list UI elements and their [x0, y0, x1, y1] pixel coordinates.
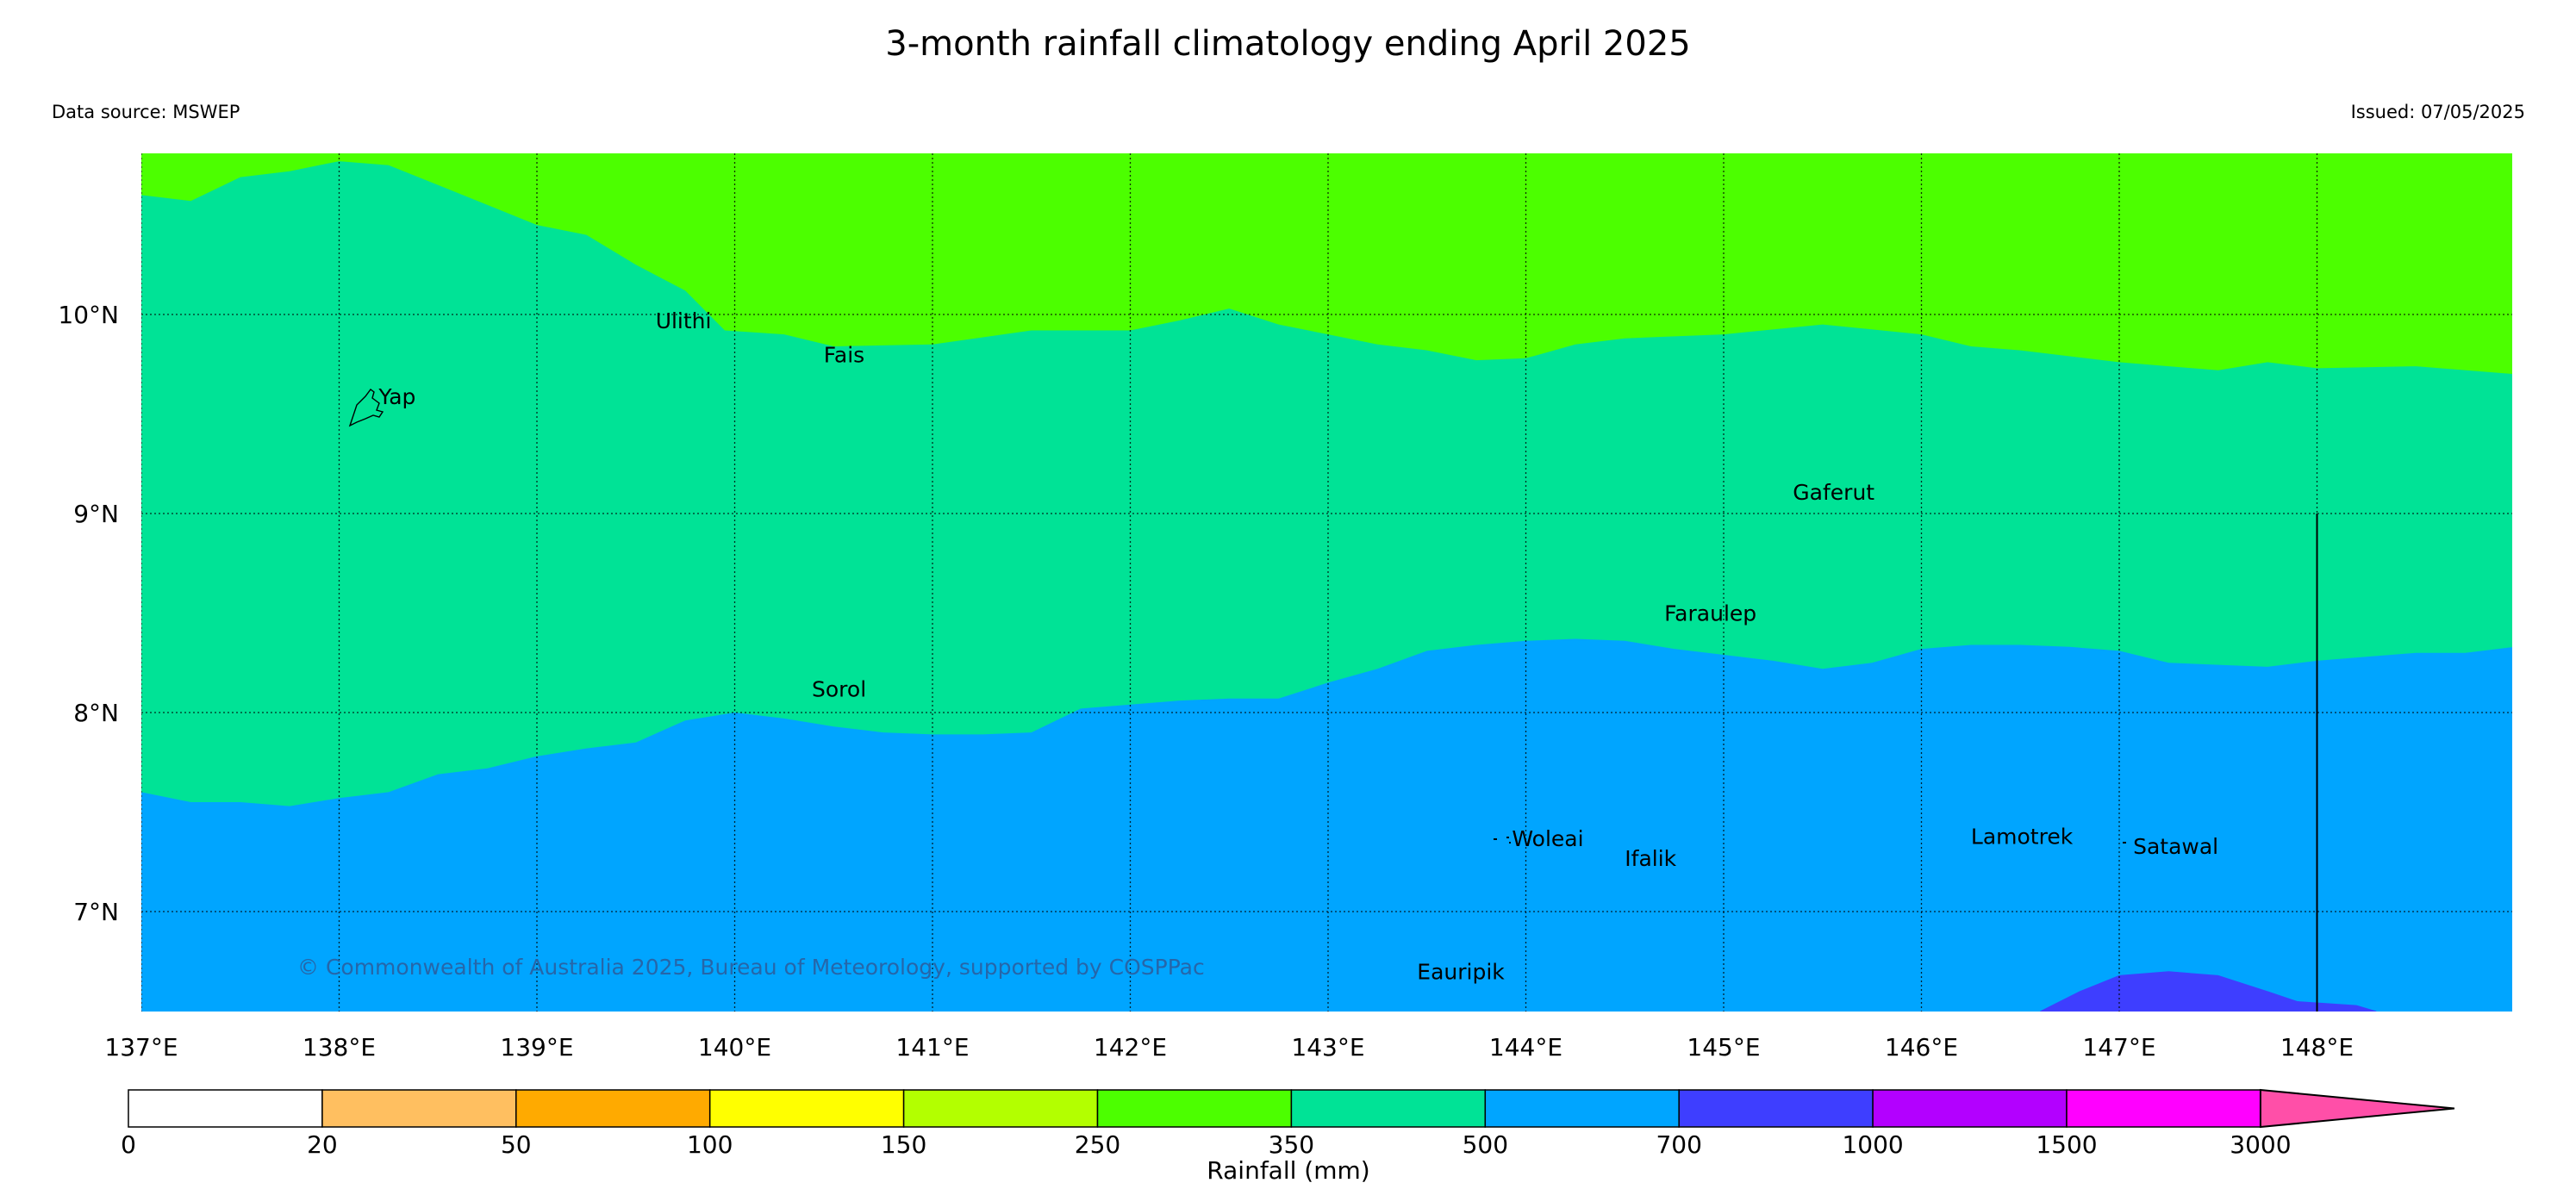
colorbar-cell	[902, 1089, 1099, 1128]
map-plot-area: Ulithi Fais Yap Gaferut Faraulep Sorol Woleai I…	[141, 153, 2512, 1012]
colorbar-cell	[1096, 1089, 1293, 1128]
copyright-notice: © Commonwealth of Australia 2025, Bureau…	[297, 955, 1205, 980]
rainfall-zone-700-1000	[141, 638, 2512, 1012]
lat-tick-label: 7°N	[73, 898, 119, 926]
island-label-woleai: Woleai	[1512, 826, 1583, 851]
lon-tick-label: 143°E	[1291, 1033, 1364, 1061]
yap-island-outline	[348, 389, 384, 427]
island-label-ulithi: Ulithi	[656, 308, 712, 333]
colorbar-cell	[321, 1089, 517, 1128]
issued-date-label: Issued: 07/05/2025	[2350, 102, 2525, 122]
map-title: 3-month rainfall climatology ending Apri…	[885, 24, 1691, 64]
island-label-ifalik: Ifalik	[1625, 846, 1676, 871]
colorbar-tick-label: 700	[1656, 1130, 1701, 1159]
lon-tick-label: 139°E	[500, 1033, 573, 1061]
lon-tick-label: 141°E	[895, 1033, 969, 1061]
colorbar-tick-label: 1500	[2036, 1130, 2097, 1159]
map-gridlines	[141, 153, 2512, 1012]
colorbar-tick-label: 50	[501, 1130, 532, 1159]
island-label-gaferut: Gaferut	[1793, 480, 1874, 505]
lon-tick-label: 137°E	[104, 1033, 178, 1061]
colorbar-tick-label: 0	[121, 1130, 136, 1159]
data-source-label: Data source: MSWEP	[52, 102, 240, 122]
colorbar-cell	[1290, 1089, 1487, 1128]
lon-tick-label: 145°E	[1687, 1033, 1760, 1061]
lon-tick-label: 148°E	[2280, 1033, 2354, 1061]
lon-tick-label: 147°E	[2082, 1033, 2155, 1061]
island-label-satawal: Satawal	[2133, 834, 2218, 859]
lon-tick-label: 140°E	[698, 1033, 771, 1061]
colorbar-cell	[1678, 1089, 1874, 1128]
lon-tick-label: 144°E	[1489, 1033, 1562, 1061]
island-label-fais: Fais	[824, 342, 864, 367]
colorbar-extend-triangle	[2259, 1088, 2454, 1129]
island-label-eauripik: Eauripik	[1417, 960, 1505, 985]
colorbar-tick-label: 100	[687, 1130, 733, 1159]
lon-tick-label: 142°E	[1094, 1033, 1167, 1061]
island-label-lamotrek: Lamotrek	[1971, 825, 2074, 850]
lon-tick-label: 138°E	[303, 1033, 376, 1061]
island-label-yap: Yap	[377, 384, 415, 409]
colorbar-tick-label: 250	[1075, 1130, 1120, 1159]
lon-tick-label: 146°E	[1885, 1033, 1958, 1061]
colorbar-label: Rainfall (mm)	[1207, 1156, 1369, 1185]
colorbar-tick-label: 1000	[1842, 1130, 1903, 1159]
colorbar-cell	[1872, 1089, 2068, 1128]
colorbar-cell	[708, 1089, 905, 1128]
island-labels: Ulithi Fais Yap Gaferut Faraulep Sorol Woleai I…	[377, 308, 2218, 984]
colorbar-tick-label: 350	[1269, 1130, 1314, 1159]
lat-tick-label: 8°N	[73, 699, 119, 727]
colorbar-tick-label: 150	[881, 1130, 926, 1159]
colorbar-cell	[515, 1089, 711, 1128]
island-label-sorol: Sorol	[812, 677, 866, 702]
colorbar-cell	[1484, 1089, 1680, 1128]
colorbar-tick-label: 20	[307, 1130, 338, 1159]
lat-tick-label: 9°N	[73, 500, 119, 528]
rainfall-zone-1000-1500	[2040, 971, 2377, 1012]
colorbar-cell	[2066, 1089, 2261, 1128]
woleai-atoll-dots	[1494, 837, 1511, 844]
lat-tick-label: 10°N	[58, 301, 119, 329]
rainfall-colorbar: 0 20 50 100 150 250 350 500 700 1000 1500 3000 Rain…	[121, 1088, 2454, 1185]
island-label-faraulep: Faraulep	[1664, 601, 1756, 626]
colorbar-tick-label: 3000	[2230, 1130, 2291, 1159]
map-axes: 137°E 138°E 139°E 140°E 141°E 142°E 143°E 144°E…	[58, 301, 2354, 1061]
colorbar-cell	[128, 1089, 323, 1128]
colorbar-tick-label: 500	[1463, 1130, 1508, 1159]
